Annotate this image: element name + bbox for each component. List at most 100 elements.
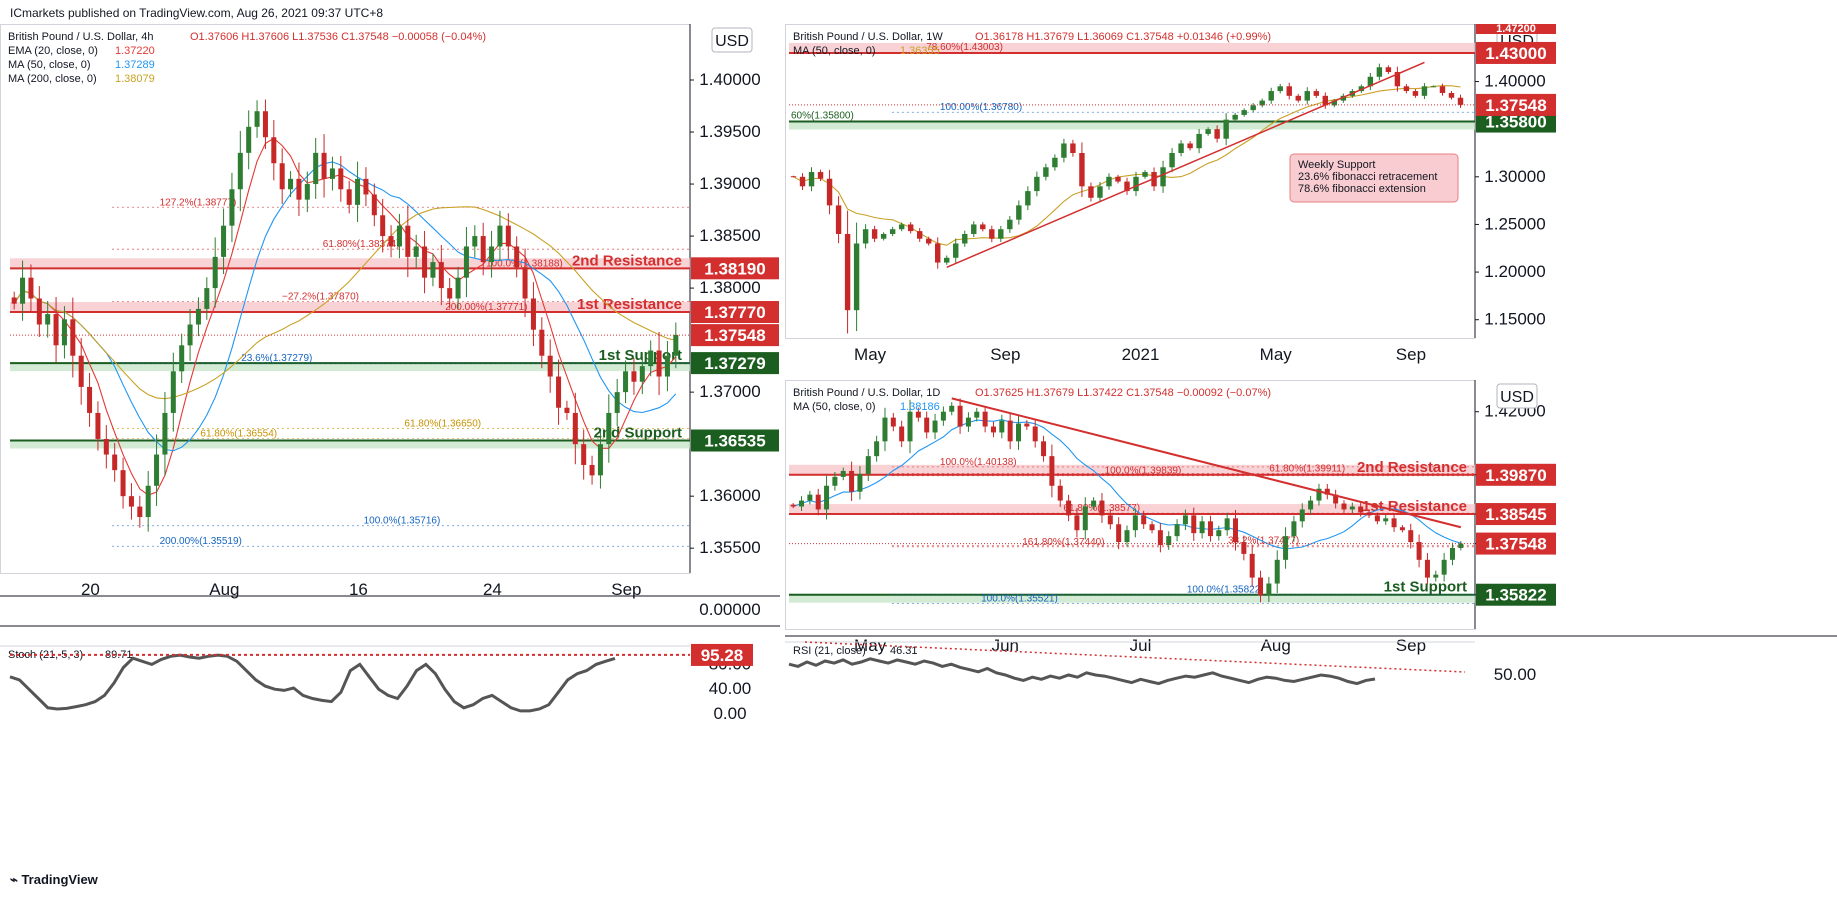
- fib-label: 200.00%(1.37771): [445, 302, 527, 313]
- candle-body: [1032, 426, 1038, 442]
- candle-body: [162, 412, 168, 455]
- candle-body: [1258, 577, 1264, 596]
- candle-body: [648, 350, 654, 367]
- candle-body: [953, 243, 959, 258]
- candle-body: [974, 411, 980, 418]
- indicator-label: MA (50, close, 0): [793, 45, 876, 57]
- y-tick-label: 1.38000: [699, 278, 760, 297]
- level-label: 78.60%(1.43003): [926, 42, 1003, 53]
- price-tag: [691, 429, 779, 452]
- x-tick-label: 16: [349, 580, 368, 599]
- candle-body: [915, 411, 921, 418]
- candle-body: [145, 485, 151, 517]
- plot-frame: [0, 24, 691, 574]
- candle-body: [862, 229, 869, 244]
- tradingview-logo[interactable]: ⌁ TradingView: [10, 872, 98, 888]
- osc-tick-label: 50.00: [1494, 665, 1537, 684]
- level-zone: [10, 302, 690, 314]
- candle-body: [790, 176, 797, 178]
- fib-label: 161.80%(1.37440): [1022, 537, 1104, 548]
- current-price-tag: [1476, 532, 1556, 555]
- osc-value: 46.31: [890, 645, 918, 657]
- price-tag: [1476, 110, 1556, 133]
- x-tick-label: Sep: [1396, 636, 1426, 655]
- candle-body: [1366, 512, 1372, 516]
- candle-body: [1412, 91, 1419, 96]
- candle-body: [53, 314, 59, 346]
- candle-body: [1088, 186, 1094, 198]
- chart-title: British Pound / U.S. Dollar, 1D: [793, 387, 940, 399]
- tradingview-logo-icon: ⌁: [10, 872, 22, 887]
- downtrend-line: [951, 397, 1462, 529]
- candle-body: [857, 473, 863, 492]
- level-label: 1st Support: [1384, 579, 1467, 596]
- candle-body: [472, 236, 478, 247]
- indicator-value: 1.38186: [900, 401, 940, 413]
- price-tag-label: 1.43000: [1485, 44, 1546, 63]
- y-tick-label: 1.25000: [1484, 214, 1545, 233]
- chart-h4[interactable]: 1.40000 1.39500 1.39000 1.38500 1.38000 1.370…: [0, 24, 780, 736]
- price-tag: [691, 257, 779, 280]
- candle-body: [844, 233, 851, 311]
- x-tick-label: Aug: [1261, 636, 1291, 655]
- candle-body: [1169, 152, 1175, 168]
- candle-body: [889, 229, 896, 234]
- candle-body: [1007, 420, 1013, 442]
- candle-body: [1249, 553, 1255, 578]
- current-price-label: 1.37548: [704, 326, 765, 345]
- candle-body: [1283, 536, 1289, 560]
- candle-body: [321, 152, 327, 179]
- candle-body: [1016, 205, 1022, 220]
- x-tick-label: 2021: [1122, 345, 1160, 364]
- candle-body: [480, 236, 486, 263]
- candle-body: [279, 163, 285, 190]
- oscillator-line: [788, 657, 1376, 686]
- candle-body: [1304, 91, 1310, 101]
- candle-body: [832, 476, 838, 486]
- chart-weekly[interactable]: 1.40000 1.30000 1.25000 1.20000 1.15000 May Se…: [785, 24, 1837, 376]
- candle-body: [1041, 441, 1047, 457]
- price-tag: [1476, 41, 1556, 64]
- candle-body: [78, 355, 84, 387]
- candle-body: [1082, 506, 1088, 531]
- candle-body: [1421, 86, 1428, 96]
- candle-body: [935, 243, 941, 263]
- candle-body: [204, 288, 210, 309]
- candle-body: [1074, 515, 1080, 531]
- fib-label: 100.0%(1.39839): [1105, 466, 1182, 477]
- x-tick-label: May: [1260, 345, 1293, 364]
- candle-body: [1374, 515, 1380, 522]
- x-tick-label: Jun: [992, 636, 1019, 655]
- candle-body: [1277, 86, 1283, 92]
- candle-body: [982, 411, 988, 427]
- fib-label: 61.80%(1.36554): [200, 429, 277, 440]
- candle-body: [1324, 488, 1330, 495]
- candle-body: [522, 267, 528, 299]
- candle-body: [422, 246, 428, 278]
- candle-body: [1313, 91, 1319, 96]
- annotation-text: Weekly Support: [1298, 159, 1375, 171]
- candle-body: [313, 152, 319, 185]
- annotation-box: [1289, 153, 1459, 203]
- price-tag: [1476, 503, 1556, 526]
- candle-body: [1196, 133, 1202, 149]
- candle-body: [246, 126, 252, 153]
- candle-body: [195, 308, 201, 325]
- candle-body: [489, 246, 495, 263]
- candle-body: [1403, 86, 1410, 92]
- price-tag-label: 1.38190: [704, 259, 765, 278]
- candle-body: [564, 407, 570, 413]
- candle-body: [1367, 76, 1374, 87]
- level-label: 1st Resistance: [1362, 498, 1467, 515]
- candle-body: [229, 189, 235, 226]
- x-tick-label: Aug: [209, 580, 239, 599]
- candle-body: [103, 438, 109, 455]
- ma-line: [793, 419, 1461, 550]
- candle-body: [95, 412, 101, 439]
- ma-line: [13, 137, 677, 496]
- candle-body: [70, 319, 76, 356]
- candle-body: [971, 224, 977, 234]
- fib-label: 23.6%(1.37279): [241, 353, 312, 364]
- chart-daily[interactable]: 1.420001.398701.385451.375481.35822MayJu…: [785, 380, 1837, 736]
- candle-body: [871, 229, 878, 239]
